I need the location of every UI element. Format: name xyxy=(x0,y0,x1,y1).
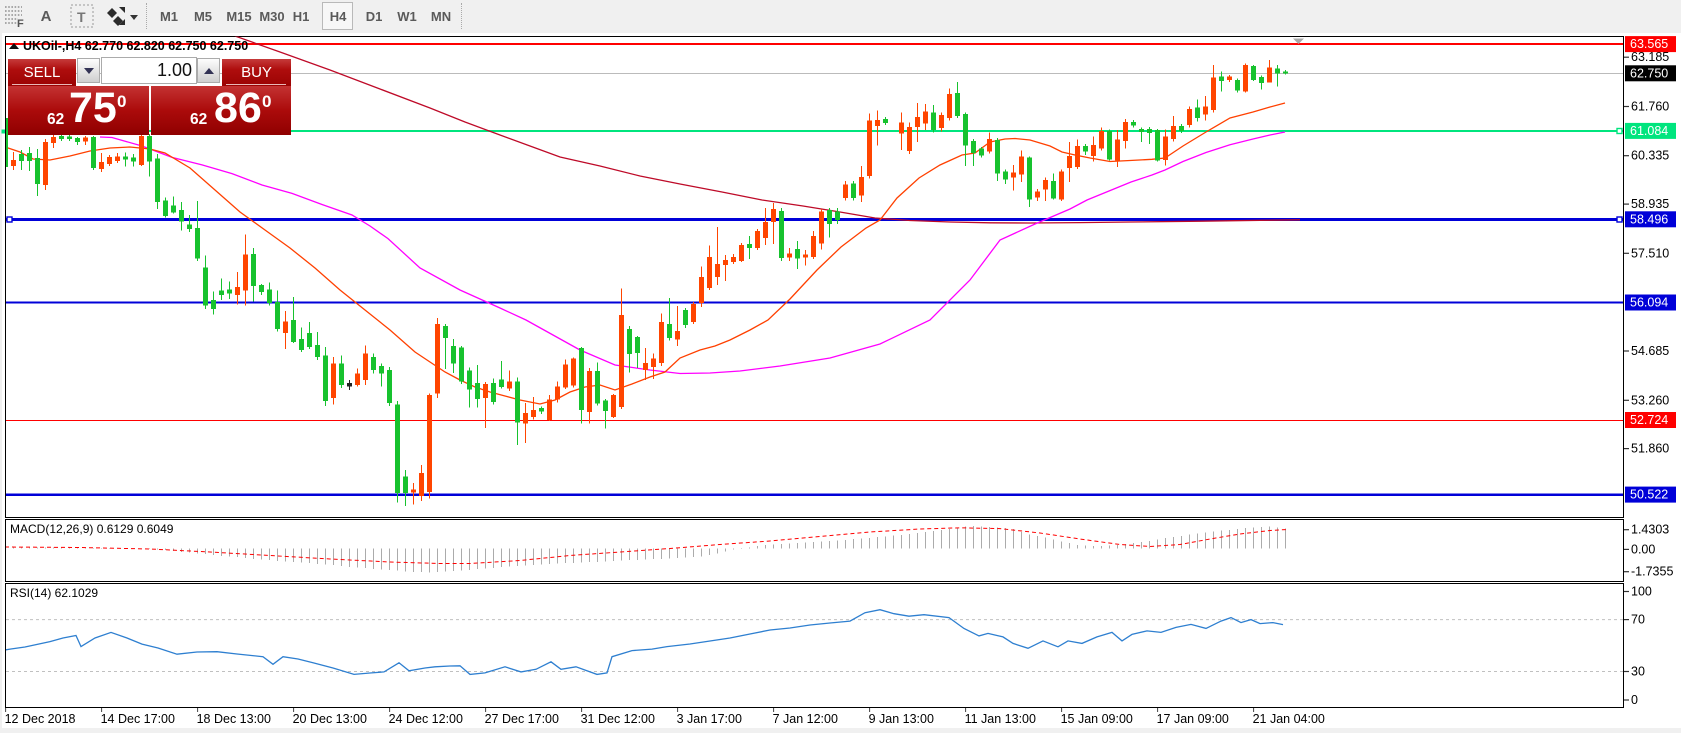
svg-text:27 Dec 17:00: 27 Dec 17:00 xyxy=(485,712,559,726)
svg-text:-1.7355: -1.7355 xyxy=(1631,565,1673,579)
svg-text:14 Dec 17:00: 14 Dec 17:00 xyxy=(101,712,175,726)
svg-text:60.335: 60.335 xyxy=(1631,149,1669,163)
svg-text:30: 30 xyxy=(1631,665,1645,679)
svg-text:57.510: 57.510 xyxy=(1631,246,1669,260)
svg-text:11 Jan 13:00: 11 Jan 13:00 xyxy=(965,712,1036,726)
svg-text:0.00: 0.00 xyxy=(1631,542,1655,556)
svg-text:58.496: 58.496 xyxy=(1630,212,1668,226)
svg-text:0: 0 xyxy=(1631,693,1638,707)
svg-text:RSI(14) 62.1029: RSI(14) 62.1029 xyxy=(10,586,98,600)
svg-text:51.860: 51.860 xyxy=(1631,442,1669,456)
svg-text:61.760: 61.760 xyxy=(1631,100,1669,114)
svg-text:52.724: 52.724 xyxy=(1630,413,1668,427)
svg-text:UKOil-,H4 62.770 62.820 62.75: UKOil-,H4 62.770 62.820 62.750 62.750 xyxy=(23,39,248,53)
svg-text:54.685: 54.685 xyxy=(1631,344,1669,358)
svg-text:53.260: 53.260 xyxy=(1631,393,1669,407)
svg-text:63.565: 63.565 xyxy=(1630,37,1668,51)
svg-text:7 Jan 12:00: 7 Jan 12:00 xyxy=(773,712,838,726)
svg-text:3 Jan 17:00: 3 Jan 17:00 xyxy=(677,712,742,726)
svg-text:70: 70 xyxy=(1631,613,1645,627)
svg-text:15 Jan 09:00: 15 Jan 09:00 xyxy=(1061,712,1133,726)
svg-text:12 Dec 2018: 12 Dec 2018 xyxy=(5,712,76,726)
svg-text:100: 100 xyxy=(1631,585,1652,599)
svg-text:F: F xyxy=(17,18,24,30)
svg-text:50.522: 50.522 xyxy=(1630,488,1668,502)
svg-text:1.4303: 1.4303 xyxy=(1631,523,1669,537)
svg-text:MACD(12,26,9) 0.6129 0.6049: MACD(12,26,9) 0.6129 0.6049 xyxy=(10,522,174,536)
svg-text:62.750: 62.750 xyxy=(1630,66,1668,80)
svg-text:9 Jan 13:00: 9 Jan 13:00 xyxy=(869,712,934,726)
svg-text:20 Dec 13:00: 20 Dec 13:00 xyxy=(293,712,367,726)
svg-text:17 Jan 09:00: 17 Jan 09:00 xyxy=(1157,712,1229,726)
svg-text:61.084: 61.084 xyxy=(1630,124,1668,138)
svg-text:18 Dec 13:00: 18 Dec 13:00 xyxy=(197,712,271,726)
svg-text:T: T xyxy=(77,9,86,25)
svg-text:31 Dec 12:00: 31 Dec 12:00 xyxy=(581,712,655,726)
svg-text:63.185: 63.185 xyxy=(1631,50,1669,64)
svg-text:24 Dec 12:00: 24 Dec 12:00 xyxy=(389,712,463,726)
svg-text:21 Jan 04:00: 21 Jan 04:00 xyxy=(1253,712,1325,726)
svg-text:58.935: 58.935 xyxy=(1631,197,1669,211)
svg-text:56.094: 56.094 xyxy=(1630,296,1668,310)
